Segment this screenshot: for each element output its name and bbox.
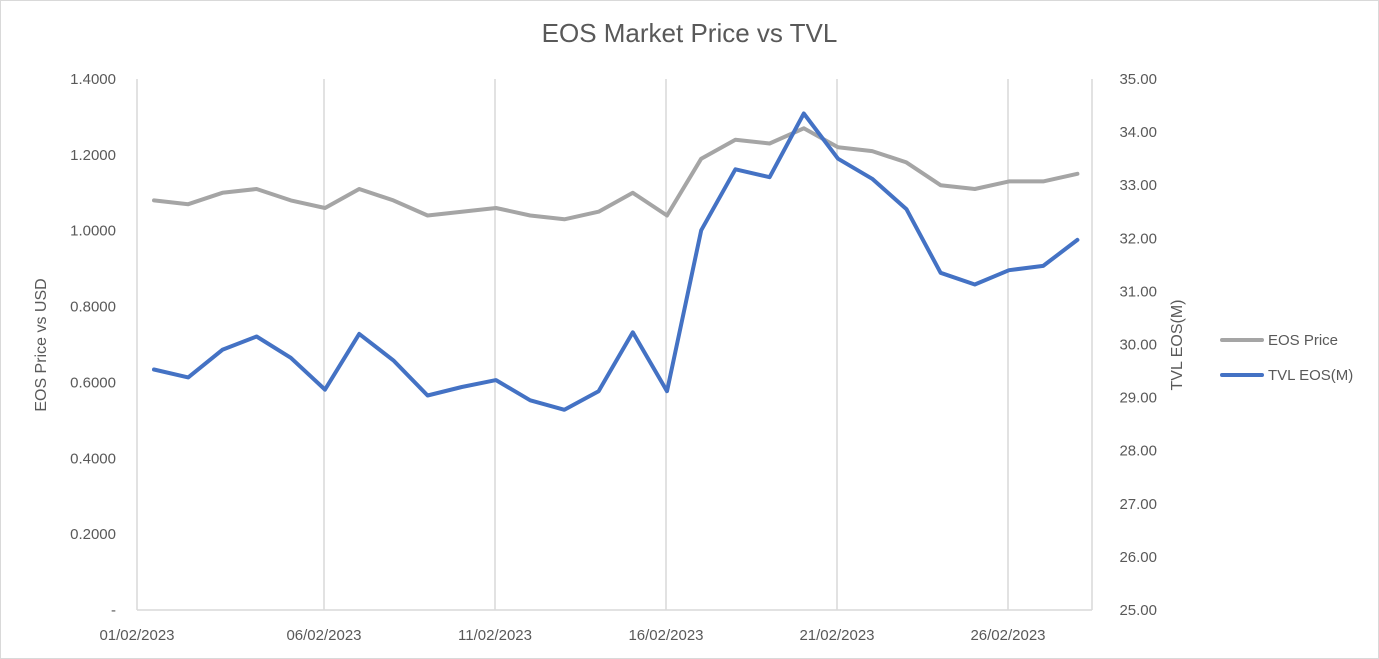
chart-title: EOS Market Price vs TVL bbox=[541, 18, 838, 48]
y-tick-label: 0.2000 bbox=[70, 526, 116, 543]
x-tick-label: 11/02/2023 bbox=[458, 627, 532, 644]
series-lines bbox=[152, 111, 1080, 412]
x-tick-label: 26/02/2023 bbox=[970, 627, 1045, 644]
y-axis-label: EOS Price vs USD bbox=[33, 278, 50, 411]
right-axis-ticks: 25.00 26.00 27.00 28.00 29.00 30.00 31.00 32.00… bbox=[1119, 71, 1157, 619]
y-tick-label: 1.0000 bbox=[70, 223, 116, 240]
x-tick-label: 16/02/2023 bbox=[628, 627, 703, 644]
y-tick-label: 1.2000 bbox=[70, 147, 116, 164]
y2-tick-label: 27.00 bbox=[1119, 496, 1157, 513]
grid-lines bbox=[136, 79, 1093, 611]
y-tick-label: - bbox=[111, 602, 116, 619]
y-tick-label: 0.6000 bbox=[70, 374, 116, 391]
y2-tick-label: 35.00 bbox=[1119, 71, 1157, 88]
y2-tick-label: 26.00 bbox=[1119, 549, 1157, 566]
y-tick-label: 0.4000 bbox=[70, 450, 116, 467]
y2-tick-label: 32.00 bbox=[1119, 230, 1157, 247]
x-tick-label: 21/02/2023 bbox=[799, 627, 874, 644]
y2-tick-label: 29.00 bbox=[1119, 390, 1157, 407]
series-line-eos-price bbox=[152, 126, 1080, 222]
x-axis-ticks: 01/02/2023 06/02/2023 11/02/2023 16/02/2023… bbox=[99, 627, 1045, 644]
x-tick-label: 06/02/2023 bbox=[286, 627, 361, 644]
y2-tick-label: 25.00 bbox=[1119, 602, 1157, 619]
y2-axis-label: TVL EOS(M) bbox=[1169, 300, 1186, 391]
y2-tick-label: 31.00 bbox=[1119, 283, 1157, 300]
legend-label: TVL EOS(M) bbox=[1268, 367, 1353, 384]
series-line-tvl-eos-m bbox=[152, 111, 1080, 412]
y2-tick-label: 33.00 bbox=[1119, 177, 1157, 194]
legend-label: EOS Price bbox=[1268, 332, 1338, 349]
y2-tick-label: 28.00 bbox=[1119, 443, 1157, 460]
y2-tick-label: 34.00 bbox=[1119, 124, 1157, 141]
legend: EOS Price TVL EOS(M) bbox=[1220, 332, 1353, 384]
y-tick-label: 0.8000 bbox=[70, 299, 116, 316]
x-tick-label: 01/02/2023 bbox=[99, 627, 174, 644]
left-axis-ticks: - 0.2000 0.4000 0.6000 0.8000 1.0000 1.2000 1.4… bbox=[70, 71, 116, 619]
y2-tick-label: 30.00 bbox=[1119, 337, 1157, 354]
y-tick-label: 1.4000 bbox=[70, 71, 116, 88]
